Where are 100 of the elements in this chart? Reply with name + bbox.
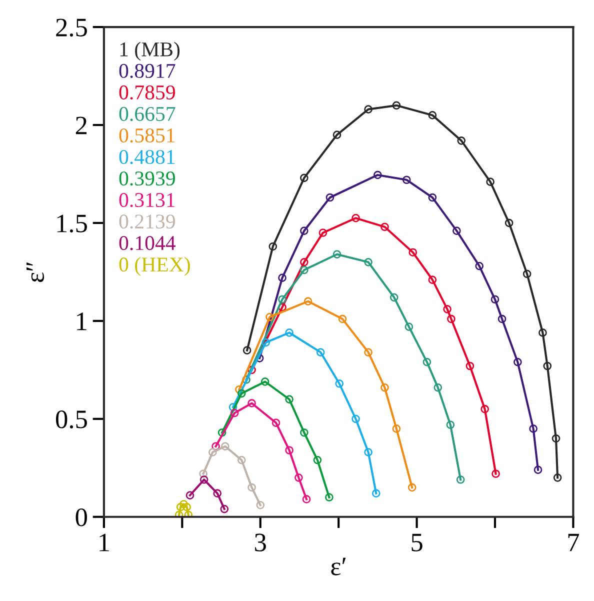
point	[300, 226, 308, 235]
point	[408, 248, 418, 257]
point	[352, 214, 360, 222]
point	[380, 383, 389, 392]
point	[300, 174, 308, 182]
point	[208, 448, 217, 456]
point	[402, 176, 411, 184]
point	[392, 424, 401, 433]
text: 0 (HEX)	[119, 256, 190, 276]
point	[221, 442, 230, 450]
point	[300, 258, 308, 266]
point	[408, 483, 416, 492]
point	[364, 105, 372, 114]
point	[490, 295, 500, 304]
point	[316, 348, 325, 356]
point	[504, 218, 514, 228]
y-tick-label: 0.5	[56, 410, 87, 428]
point	[326, 193, 334, 202]
point	[498, 314, 506, 324]
point	[352, 414, 360, 424]
point	[553, 474, 562, 482]
text: 0.3131	[119, 193, 175, 208]
y-tick-label: 2.5	[56, 18, 87, 37]
point	[242, 346, 252, 354]
point	[180, 500, 188, 508]
point	[228, 402, 238, 412]
point	[364, 258, 372, 266]
text: 0.4881	[119, 150, 175, 164]
point	[332, 250, 342, 258]
point	[434, 383, 442, 392]
point	[428, 276, 437, 284]
point	[456, 475, 465, 484]
point	[529, 424, 538, 433]
point	[184, 510, 193, 517]
point	[199, 470, 208, 478]
point	[475, 262, 484, 270]
point	[300, 266, 308, 274]
point	[335, 379, 344, 388]
x-tick-label: 3	[255, 534, 266, 552]
text: 0.3939	[119, 171, 175, 186]
point	[457, 136, 466, 145]
point	[256, 500, 265, 510]
y-tick-label: 1	[77, 312, 86, 330]
point	[466, 362, 474, 370]
text: 0.7859	[119, 85, 175, 100]
point	[452, 226, 461, 235]
text: 0.6657	[119, 106, 176, 122]
point	[325, 493, 334, 502]
point	[374, 170, 382, 180]
point	[220, 504, 229, 514]
point	[534, 466, 542, 474]
point	[200, 475, 208, 484]
point	[285, 395, 294, 404]
point	[278, 274, 286, 282]
point	[272, 418, 280, 427]
point	[522, 270, 532, 278]
point	[266, 312, 274, 322]
point	[552, 434, 560, 443]
point	[404, 322, 414, 331]
point	[486, 178, 494, 186]
point	[300, 428, 308, 437]
y-tick-label: 0	[76, 508, 87, 526]
point	[372, 489, 380, 498]
point	[268, 242, 278, 251]
point	[428, 111, 437, 120]
point	[302, 495, 311, 504]
point	[218, 428, 226, 437]
point	[390, 293, 398, 302]
point	[332, 130, 342, 139]
point	[213, 489, 222, 498]
point	[248, 366, 256, 374]
point	[538, 328, 547, 337]
point	[294, 474, 303, 482]
point	[212, 442, 220, 450]
point	[338, 314, 347, 324]
point	[443, 305, 452, 314]
point	[262, 338, 270, 347]
point	[364, 448, 372, 456]
text: 1 (MB)	[120, 42, 180, 61]
point	[422, 358, 432, 366]
point	[392, 101, 401, 110]
point	[285, 446, 294, 454]
point	[242, 376, 250, 384]
y-tick-label: 1.5	[57, 214, 87, 232]
point	[230, 408, 239, 418]
point	[260, 378, 270, 386]
text: 0.5851	[119, 128, 175, 143]
x-tick-label: 5	[412, 534, 422, 552]
point	[174, 510, 184, 517]
point	[237, 389, 246, 398]
point	[237, 456, 246, 464]
point	[446, 420, 455, 429]
point	[514, 358, 522, 366]
x-tick-label: 1	[100, 534, 109, 552]
point	[304, 297, 312, 306]
point	[543, 362, 552, 370]
y-axis-title: ε″	[26, 262, 44, 282]
x-tick-label: 7	[568, 534, 580, 552]
text: 0.2139	[119, 214, 175, 229]
point	[248, 483, 256, 492]
